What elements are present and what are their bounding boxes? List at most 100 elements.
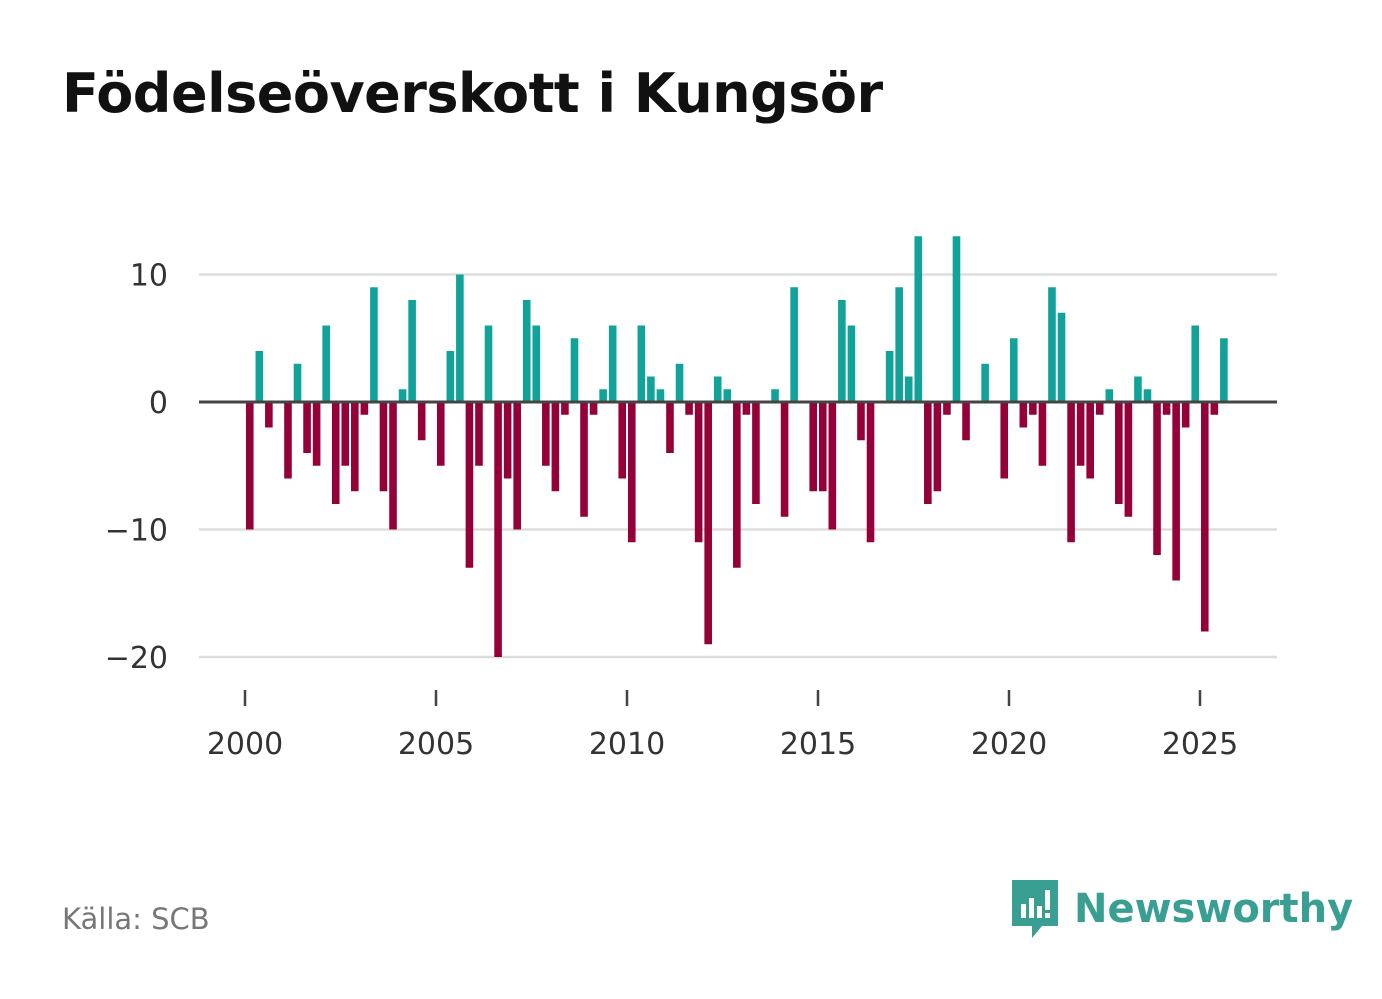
bar	[924, 402, 932, 504]
bar	[627, 402, 636, 543]
x-tick-label: 2015	[780, 727, 856, 762]
bar	[608, 325, 617, 402]
bar	[284, 402, 292, 479]
x-tick-label: 2025	[1162, 727, 1238, 762]
bar	[331, 402, 340, 504]
bar	[647, 376, 655, 402]
bar	[818, 402, 827, 492]
bar	[245, 402, 254, 530]
bar	[456, 274, 464, 402]
bar	[828, 402, 837, 530]
bar	[1153, 402, 1161, 555]
bar	[1210, 402, 1219, 415]
y-tick-label: −20	[105, 641, 168, 676]
bar	[542, 402, 550, 466]
bar	[1067, 402, 1075, 543]
bar	[771, 389, 779, 402]
bar	[1143, 389, 1152, 402]
bar	[561, 402, 569, 415]
chart-title: Födelseöverskott i Kungsör	[62, 62, 883, 125]
bar	[1172, 402, 1180, 581]
source-note: Källa: SCB	[62, 902, 210, 936]
x-tick-label: 2020	[971, 727, 1047, 762]
bar	[1019, 402, 1028, 428]
bar	[895, 287, 903, 402]
newsworthy-logo-icon	[1012, 880, 1058, 938]
bar	[685, 402, 693, 415]
bar	[475, 402, 483, 466]
bar	[1048, 287, 1056, 402]
bar	[1000, 402, 1009, 479]
bar	[446, 351, 455, 402]
bar	[1124, 402, 1133, 517]
bar	[952, 236, 961, 402]
bar	[1029, 402, 1037, 415]
bar	[417, 402, 426, 441]
bar	[322, 325, 330, 402]
bar	[293, 363, 302, 402]
bar	[532, 325, 541, 402]
x-tick-label: 2010	[589, 727, 665, 762]
bar	[704, 402, 712, 645]
bar	[312, 402, 321, 466]
bar	[580, 402, 588, 517]
bar	[465, 402, 474, 568]
bar	[809, 402, 818, 492]
bar	[618, 402, 627, 479]
bar	[1057, 312, 1066, 402]
bar	[1009, 338, 1018, 402]
bar	[1181, 402, 1190, 428]
bar	[1162, 402, 1171, 415]
brand-name: Newsworthy	[1074, 886, 1354, 932]
bar	[981, 363, 989, 402]
bar	[723, 389, 732, 402]
bar	[752, 402, 760, 504]
bar	[656, 389, 665, 402]
bar	[370, 287, 378, 402]
bar	[1038, 402, 1047, 466]
bar	[1200, 402, 1209, 632]
bar	[904, 376, 913, 402]
y-tick-label: 10	[130, 259, 168, 294]
bar	[398, 389, 407, 402]
bar	[341, 402, 350, 466]
bar	[484, 325, 493, 402]
bar	[1086, 402, 1094, 479]
bar	[943, 402, 951, 415]
bar	[389, 402, 397, 530]
bar	[1191, 325, 1200, 402]
bar	[694, 402, 703, 543]
y-tick-label: −10	[105, 514, 168, 549]
bar	[790, 287, 798, 402]
bar	[713, 376, 722, 402]
bar	[1134, 376, 1142, 402]
bar	[666, 402, 674, 453]
bar	[494, 402, 502, 657]
bar	[1076, 402, 1085, 466]
bar	[589, 402, 598, 415]
bar	[962, 402, 970, 441]
bar	[522, 300, 531, 402]
bar	[1095, 402, 1104, 415]
bar	[351, 402, 359, 492]
bar	[570, 338, 579, 402]
bar	[857, 402, 865, 441]
bar	[733, 402, 741, 568]
bar	[513, 402, 521, 530]
bar	[780, 402, 789, 517]
bar	[866, 402, 875, 543]
x-tick-label: 2000	[207, 727, 283, 762]
bar	[1105, 389, 1114, 402]
bar	[303, 402, 311, 453]
bar	[503, 402, 512, 479]
bar	[551, 402, 560, 492]
bar	[1220, 338, 1228, 402]
bar	[265, 402, 273, 428]
bar	[838, 300, 846, 402]
bar	[436, 402, 445, 466]
bar	[847, 325, 856, 402]
y-axis: 10 0 −10 −20	[105, 259, 168, 677]
brand-logo: Newsworthy	[1008, 876, 1353, 942]
bar	[637, 325, 646, 402]
